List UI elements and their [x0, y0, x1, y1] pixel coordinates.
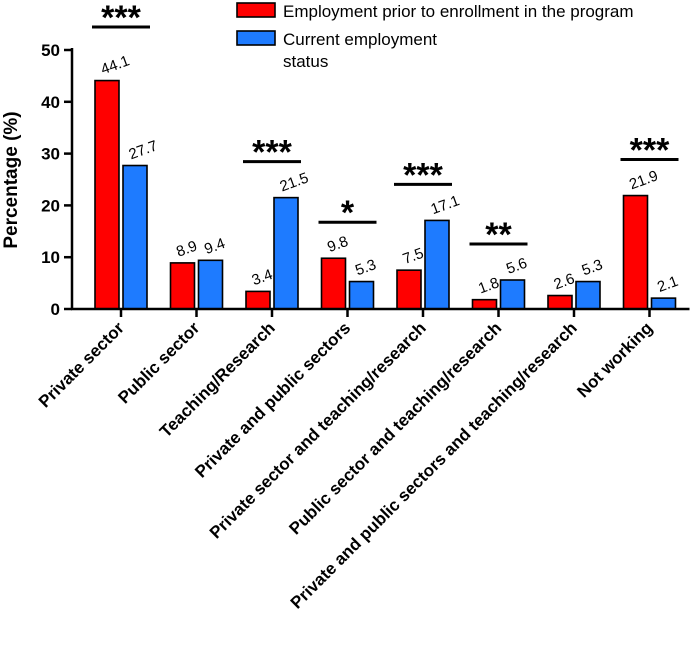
y-tick-label-10: 10: [41, 248, 60, 267]
y-tick-label-40: 40: [41, 93, 60, 112]
bar-series1-7: [547, 294, 573, 310]
data-label-series1-3: 3.4: [250, 266, 275, 289]
bar-series1-4: [320, 257, 347, 310]
data-label-series1-8: 21.9: [627, 167, 660, 193]
x-tick-label-4: Private and public sectors: [191, 318, 354, 481]
significance-marker-6: **: [485, 216, 512, 254]
legend-label-2-line1: Current employment: [283, 30, 437, 49]
bar-series2-1: [122, 164, 148, 310]
bar-series2-8: [650, 297, 677, 310]
bar-series2-5: [424, 219, 450, 310]
data-label-series2-7: 5.3: [580, 256, 605, 279]
bar-series1-3: [245, 290, 271, 310]
y-tick-label-30: 30: [41, 145, 60, 164]
data-label-series2-5: 17.1: [429, 192, 462, 218]
legend-label-2-line2: status: [283, 52, 328, 71]
y-tick-label-0: 0: [51, 300, 60, 319]
bar-series1-1: [94, 79, 120, 310]
y-tick-label-50: 50: [41, 41, 60, 60]
bar-series1-2: [169, 262, 196, 310]
significance-marker-5: ***: [403, 156, 443, 194]
bar-series1-6: [471, 298, 498, 310]
x-tick-label-1: Private sector: [35, 318, 128, 411]
bar-series2-2: [197, 259, 224, 310]
legend-label-1: Employment prior to enrollment in the pr…: [283, 2, 634, 21]
y-axis-title: Percentage (%): [1, 111, 22, 248]
legend-swatch-2: [236, 30, 276, 46]
data-label-series2-2: 9.4: [202, 235, 227, 258]
data-label-series2-1: 27.7: [127, 137, 160, 163]
bar-series2-4: [348, 280, 375, 310]
data-label-series1-1: 44.1: [99, 52, 132, 78]
significance-marker-4: *: [341, 194, 355, 232]
x-tick-label-7: Private and public sectors and teaching/…: [287, 318, 581, 612]
significance-marker-1: ***: [101, 0, 141, 37]
data-label-series2-3: 21.5: [278, 169, 311, 195]
bar-series1-8: [622, 194, 649, 310]
data-label-series2-6: 5.6: [504, 255, 529, 278]
x-tick-label-8: Not working: [573, 318, 656, 401]
legend-swatch-1: [236, 2, 276, 18]
data-label-series1-6: 1.8: [476, 274, 501, 297]
data-label-series1-7: 2.6: [552, 270, 577, 293]
bar-series2-6: [499, 279, 526, 310]
data-label-series1-2: 8.9: [174, 238, 199, 261]
data-label-series2-4: 5.3: [353, 256, 378, 279]
data-label-series1-5: 7.5: [401, 245, 426, 268]
bar-series2-7: [575, 280, 601, 310]
bar-series2-3: [273, 196, 299, 310]
legend: Employment prior to enrollment in the pr…: [236, 2, 634, 71]
data-label-series2-8: 2.1: [655, 273, 680, 296]
data-label-series1-4: 9.8: [325, 233, 350, 256]
bar-series1-5: [396, 269, 422, 310]
significance-marker-8: ***: [630, 132, 670, 170]
significance-marker-3: ***: [252, 134, 292, 172]
y-tick-label-20: 20: [41, 196, 60, 215]
